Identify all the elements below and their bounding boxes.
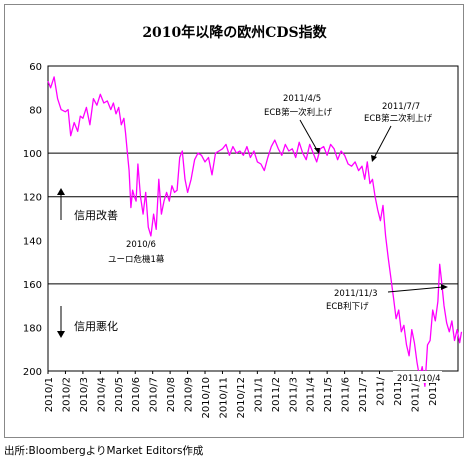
annotation-arrowhead-2011-7-7 <box>371 155 377 162</box>
annotation-2011-10-4-bg <box>393 371 442 383</box>
annotation-arrowhead-2011-11-3 <box>441 284 448 290</box>
y-tick-label: 100 <box>23 149 42 160</box>
annotation-2011-4-5-label: ECB第一次利上げ <box>264 107 333 118</box>
chart-frame <box>4 4 464 438</box>
x-tick-label: 2010/11 <box>218 377 229 419</box>
credit-improve-label: 信用改善 <box>74 208 118 222</box>
x-tick-label: 2011/ <box>428 376 439 405</box>
x-tick-label: 2011/ <box>375 376 386 405</box>
x-tick-label: 2010/7 <box>149 377 160 412</box>
x-tick-label: 2011/5 <box>323 377 334 412</box>
annotation-2011-4-5-date: 2011/4/5 <box>283 94 321 104</box>
annotation-2011-11-3-label: ECB利下げ <box>326 301 369 312</box>
x-tick-label: 2011/ <box>393 376 404 405</box>
source-note: 出所:BloombergよりMarket Editors作成 <box>4 445 204 457</box>
annotation-arrowhead-2011-4-5 <box>314 148 320 154</box>
x-tick-label: 2011/7 <box>358 377 369 412</box>
x-tick-label: 2010/12 <box>236 377 247 419</box>
x-tick-label: 2011/2 <box>271 377 282 412</box>
y-tick-label: 200 <box>23 367 42 378</box>
y-tick-label: 120 <box>23 193 42 204</box>
x-tick-label: 2010/5 <box>114 377 125 412</box>
x-axis-ticks: 2010/1 2010/2 2010/3 2010/4 2010/5 2010/6 2010… <box>44 371 439 419</box>
annotation-2010-6-date: 2010/6 <box>126 240 156 250</box>
x-tick-label: 2010/8 <box>166 377 177 412</box>
x-tick-label: 2011/6 <box>341 377 352 412</box>
x-tick-label: 2010/3 <box>79 377 90 412</box>
annotation-2011-11-3-date: 2011/11/3 <box>334 289 378 299</box>
annotation-2010-6-label: ユーロ危機1幕 <box>108 254 165 265</box>
credit-worsen-arrowhead <box>57 331 65 338</box>
annotation-2011-7-7-date: 2011/7/7 <box>382 102 420 112</box>
annotation-arrow-2011-11-3 <box>387 286 444 293</box>
annotation-arrow-2011-4-5 <box>299 119 318 151</box>
x-tick-label: 2011/4 <box>306 377 317 412</box>
series-line <box>47 76 463 387</box>
x-tick-label: 2011/1 <box>410 377 421 412</box>
x-tick-label: 2010/2 <box>61 377 72 412</box>
credit-worsen-label: 信用悪化 <box>74 319 118 333</box>
x-tick-label: 2010/1 <box>44 377 55 412</box>
x-tick-label: 2011/3 <box>288 377 299 412</box>
annotation-group: 2011/4/5 ECB第一次利上げ 2011/7/7 ECB第二次利上げ 20… <box>57 94 448 384</box>
chart-title: 2010年以降の欧州CDS指数 <box>142 25 327 41</box>
y-tick-label: 60 <box>29 62 42 73</box>
x-tick-label: 2010/4 <box>96 377 107 412</box>
annotation-2011-7-7-label: ECB第二次利上げ <box>364 113 433 124</box>
annotation-2011-10-4: 2011/10/4 <box>397 374 441 384</box>
plot-area-border <box>47 65 459 372</box>
y-tick-label: 180 <box>23 323 42 334</box>
x-tick-label: 2010/6 <box>131 377 142 412</box>
credit-improve-arrowhead <box>57 188 65 195</box>
x-tick-label: 2011/1 <box>253 377 264 412</box>
x-tick-label: 2010/9 <box>184 377 195 412</box>
annotation-arrow-2011-7-7 <box>373 125 392 159</box>
y-tick-label: 160 <box>23 280 42 291</box>
y-tick-label: 140 <box>23 236 42 247</box>
y-axis-ticks: 60 80 100 120 140 160 180 200 <box>23 62 42 378</box>
y-tick-label: 80 <box>29 106 42 117</box>
x-tick-label: 2010/10 <box>201 377 212 419</box>
